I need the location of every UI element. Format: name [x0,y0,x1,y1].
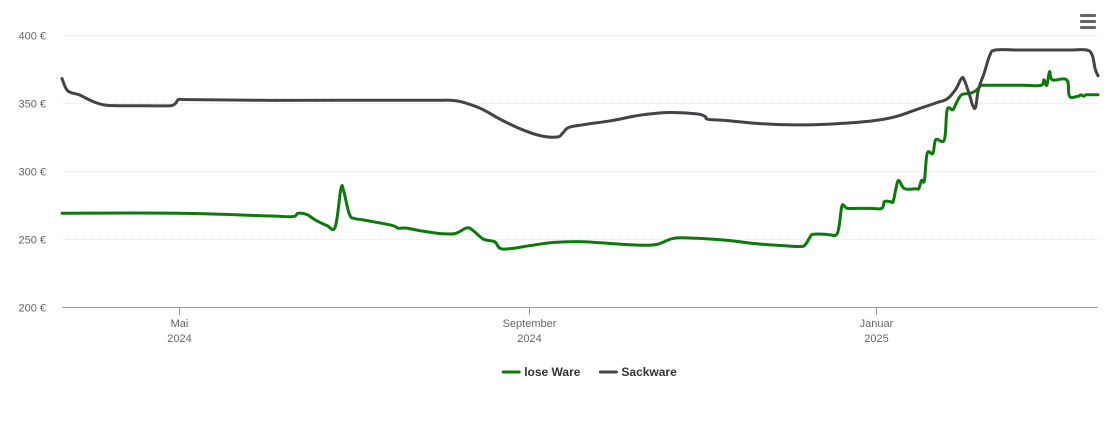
y-tick-label: 300 € [18,167,46,179]
legend[interactable]: lose Ware Sackware [501,365,677,379]
x-tick-label-month: Mai [171,318,189,330]
y-axis: 200 € 250 € 300 € 350 € 400 € [18,31,46,315]
chart-menu-icon[interactable] [1076,10,1100,32]
legend-item-1[interactable]: Sackware [598,365,677,379]
x-tick-label-month: Januar [860,318,894,330]
legend-label: Sackware [621,365,677,379]
x-axis: Mai 2024 September 2024 Januar 2025 [62,307,1098,345]
x-tick-label-year: 2024 [517,333,541,345]
plot-area [60,48,1100,251]
legend-label: lose Ware [524,365,581,379]
grid-lines [62,35,1098,240]
y-tick-label: 350 € [18,99,46,111]
x-tick-label-month: September [503,318,557,330]
series-line-0 [60,70,1100,251]
legend-item-0[interactable]: lose Ware [501,365,581,379]
x-tick-label-year: 2025 [864,333,888,345]
series-line-1 [60,48,1100,139]
y-tick-label: 250 € [18,235,46,247]
y-tick-label: 200 € [18,303,46,315]
x-tick-label-year: 2024 [167,333,191,345]
y-tick-label: 400 € [18,31,46,43]
